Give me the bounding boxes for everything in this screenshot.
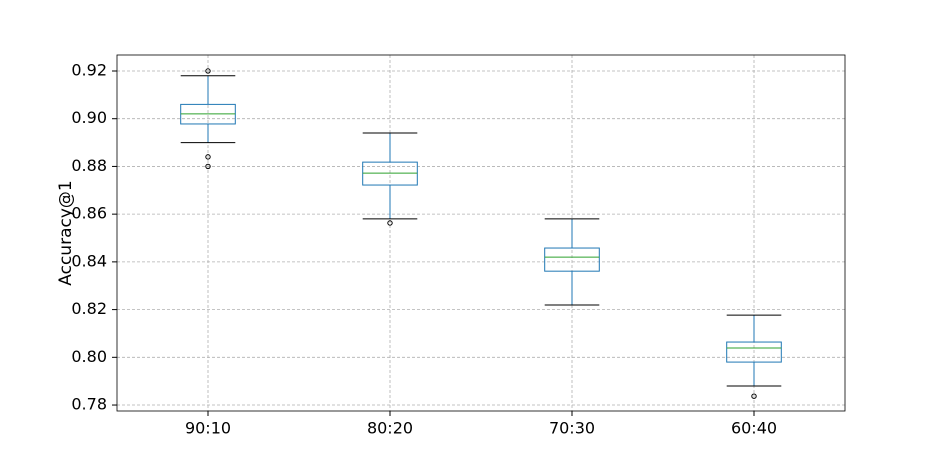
- y-tick-label: 0.78: [71, 395, 107, 414]
- y-tick-label: 0.88: [71, 156, 107, 175]
- y-tick-label: 0.86: [71, 204, 107, 223]
- x-tick-label: 60:40: [731, 419, 777, 438]
- flier: [205, 154, 211, 160]
- x-tick-label: 70:30: [549, 419, 595, 438]
- x-tick-label: 80:20: [367, 419, 413, 438]
- box: [726, 341, 782, 363]
- y-tick-label: 0.84: [71, 251, 107, 270]
- box: [544, 247, 600, 272]
- y-tick-label: 0.80: [71, 347, 107, 366]
- flier: [205, 68, 211, 74]
- plot-frame: [116, 54, 846, 412]
- y-tick-label: 0.92: [71, 60, 107, 79]
- x-tick-label: 90:10: [185, 419, 231, 438]
- y-tick-label: 0.90: [71, 108, 107, 127]
- flier: [387, 220, 393, 226]
- flier: [751, 393, 757, 399]
- flier: [205, 163, 211, 170]
- y-tick-label: 0.82: [71, 299, 107, 318]
- y-axis-label: Accuracy@1: [56, 180, 76, 285]
